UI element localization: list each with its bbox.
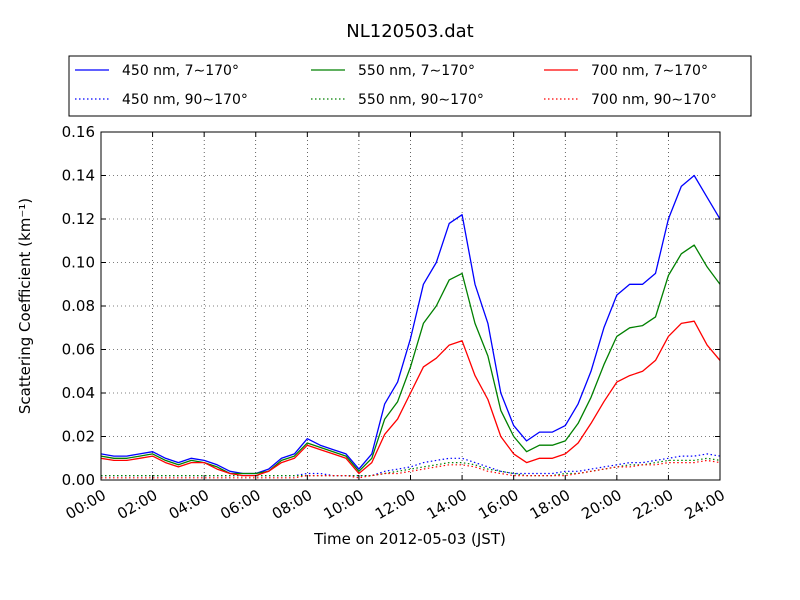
x-tick-label: 00:00	[63, 486, 109, 523]
y-tick-label: 0.08	[62, 297, 95, 315]
series-line-solid-0	[101, 174, 720, 475]
series-line-solid-2	[101, 320, 720, 477]
x-tick-label: 22:00	[630, 486, 676, 523]
y-tick-label: 0.02	[62, 428, 95, 446]
x-tick-label: 14:00	[424, 486, 470, 523]
y-tick-label: 0.04	[62, 384, 95, 402]
y-tick-label: 0.00	[62, 471, 95, 489]
x-tick-label: 20:00	[578, 486, 624, 523]
legend-label-3: 450 nm, 90∼170°	[122, 92, 248, 108]
legend-label-1: 550 nm, 7∼170°	[358, 63, 475, 79]
legend-label-0: 450 nm, 7∼170°	[122, 63, 239, 79]
legend-label-5: 700 nm, 90∼170°	[591, 92, 717, 108]
y-tick-label: 0.16	[62, 123, 95, 141]
series-line-solid-1	[101, 244, 720, 475]
y-tick-label: 0.14	[62, 167, 95, 185]
x-tick-label: 06:00	[217, 486, 263, 523]
y-axis-label: Scattering Coefficient (km⁻¹)	[16, 198, 34, 414]
y-tick-label: 0.06	[62, 341, 95, 359]
series-group	[101, 174, 720, 479]
legend: 450 nm, 7∼170° 550 nm, 7∼170° 700 nm, 7∼17…	[68, 55, 752, 117]
legend-box	[68, 55, 752, 117]
y-tick-label: 0.12	[62, 210, 95, 228]
x-tick-label: 16:00	[475, 486, 521, 523]
grid	[101, 132, 720, 480]
x-tick-label: 04:00	[166, 486, 212, 523]
x-tick-label: 02:00	[114, 486, 160, 523]
x-tick-label: 08:00	[269, 486, 315, 523]
chart-title: NL120503.dat	[346, 21, 473, 42]
legend-label-2: 700 nm, 7∼170°	[591, 63, 708, 79]
x-tick-label: 10:00	[320, 486, 366, 523]
legend-label-4: 550 nm, 90∼170°	[358, 92, 484, 108]
x-tick-label: 12:00	[372, 486, 418, 523]
x-tick-label: 24:00	[682, 486, 728, 523]
x-tick-label: 18:00	[527, 486, 573, 523]
x-axis-label: Time on 2012-05-03 (JST)	[313, 530, 506, 548]
series-line-dotted-3	[101, 453, 720, 477]
y-tick-label: 0.10	[62, 254, 95, 272]
